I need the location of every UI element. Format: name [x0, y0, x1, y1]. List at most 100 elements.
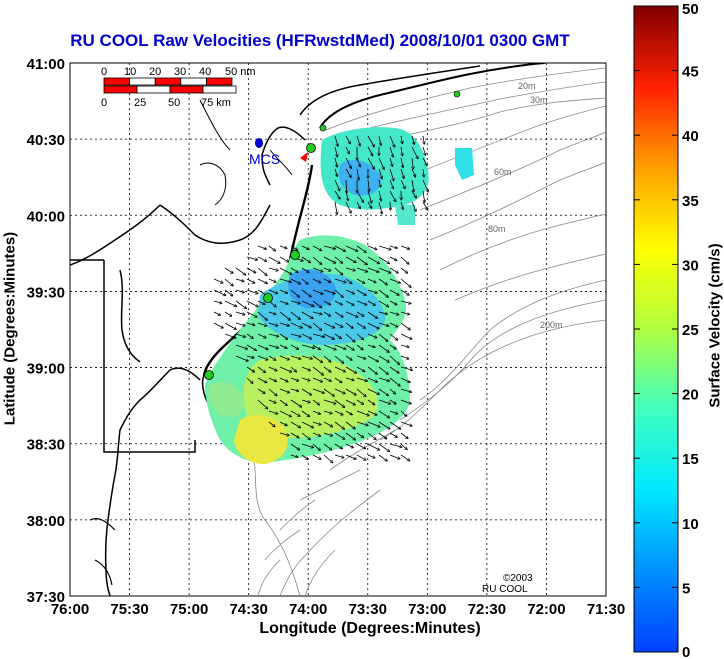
velocity-vector: [334, 344, 346, 349]
velocity-vector: [301, 311, 313, 318]
velocity-vector: [323, 245, 335, 249]
lon-tick-label: 73:30: [349, 601, 387, 618]
colorbar: [633, 5, 679, 653]
velocity-vector: [400, 300, 411, 303]
velocity-vector: [235, 278, 244, 281]
depth-label: 80m: [488, 224, 506, 234]
radar-site-marker: [453, 90, 461, 98]
velocity-vector: [422, 157, 427, 165]
velocity-vector: [378, 267, 390, 273]
lon-tick-label: 74:00: [289, 601, 327, 618]
velocity-vector: [279, 355, 289, 360]
velocity-vector: [334, 256, 342, 263]
velocity-vector: [367, 399, 374, 405]
velocity-vector: [279, 333, 287, 339]
velocity-vector: [224, 267, 233, 273]
velocity-vector: [279, 388, 289, 393]
velocity-vector: [301, 256, 310, 262]
velocity-vector: [334, 443, 342, 449]
velocity-vector: [334, 454, 344, 458]
velocity-vector: [378, 410, 389, 418]
velocity-vector: [323, 267, 331, 271]
velocity-vector: [367, 157, 374, 169]
lat-tick-label: 40:00: [27, 208, 65, 225]
velocity-vector: [301, 421, 313, 428]
lon-tick-label: 72:30: [468, 601, 506, 618]
velocity-vector: [301, 355, 312, 359]
velocity-vector: [389, 432, 397, 437]
velocity-vector: [389, 256, 397, 260]
velocity-vector: [246, 344, 256, 350]
colorbar-tick-label: 20: [682, 387, 699, 404]
velocity-vector: [345, 421, 355, 429]
velocity-vector: [334, 333, 341, 338]
velocity-vector: [378, 168, 382, 179]
velocity-vector: [323, 278, 330, 282]
velocity-vector: [401, 135, 402, 143]
velocity-vector: [378, 311, 387, 314]
velocity-vector: [378, 256, 389, 263]
velocity-vector: [246, 333, 253, 338]
velocity-vector: [323, 256, 335, 263]
lon-tick-label: 75:00: [170, 601, 208, 618]
velocity-vector: [268, 333, 278, 336]
x-axis-label: Longitude (Degrees:Minutes): [259, 620, 481, 637]
velocity-vector: [356, 157, 360, 167]
velocity-vector: [323, 421, 332, 427]
velocity-vector: [367, 267, 379, 272]
velocity-vector: [345, 410, 352, 415]
velocity-vector: [246, 267, 255, 273]
velocity-vector: [345, 366, 356, 373]
velocity-vector: [411, 201, 416, 211]
velocity-vector: [345, 278, 352, 283]
velocity-vector: [334, 432, 344, 439]
lon-tick-label: 73:00: [408, 601, 446, 618]
velocity-vector: [400, 421, 412, 426]
velocity-vector: [290, 278, 300, 284]
lon-tick-label: 72:00: [527, 601, 565, 618]
scale-label-nm: 20: [149, 66, 161, 78]
velocity-vector: [389, 443, 402, 447]
velocity-vector: [334, 267, 343, 275]
velocity-vector: [345, 267, 355, 270]
velocity-vector: [279, 432, 289, 435]
scale-label-km: 25: [134, 97, 146, 109]
velocity-vector: [323, 443, 332, 450]
velocity-vector: [334, 366, 345, 372]
radar-site-marker: [306, 143, 316, 153]
velocity-vector: [334, 311, 343, 317]
velocity-vector: [290, 355, 301, 359]
velocity-vector: [345, 190, 348, 200]
velocity-vector: [356, 278, 365, 283]
velocity-vector: [235, 333, 245, 337]
scale-label-nm: 50 nm: [225, 66, 256, 78]
velocity-vector: [356, 366, 365, 371]
velocity-vector: [378, 322, 389, 326]
velocity-vector: [279, 245, 287, 248]
velocity-vector: [356, 443, 365, 448]
velocity-vector: [400, 157, 403, 167]
velocity-vector: [268, 410, 277, 414]
velocity-vector: [367, 256, 379, 263]
depth-label: 200m: [540, 320, 563, 330]
velocity-vector: [312, 454, 321, 459]
velocity-vector: [367, 344, 375, 347]
velocity-vector: [301, 344, 314, 348]
velocity-vector: [268, 267, 278, 271]
scale-label-nm: 10: [124, 66, 136, 78]
velocity-vector: [268, 278, 276, 282]
velocity-vector: [301, 388, 311, 395]
velocity-vector: [378, 443, 389, 451]
velocity-vector: [279, 344, 287, 348]
velocity-vector: [257, 322, 267, 326]
velocity-vector: [389, 355, 399, 364]
velocity-vector: [389, 410, 397, 414]
velocity-vector: [213, 322, 223, 328]
velocity-vector: [356, 190, 363, 202]
velocity-vector: [389, 245, 397, 248]
velocity-vector: [356, 135, 360, 146]
station-marker: [255, 138, 263, 148]
velocity-vector: [257, 267, 267, 275]
velocity-vector: [334, 190, 340, 199]
